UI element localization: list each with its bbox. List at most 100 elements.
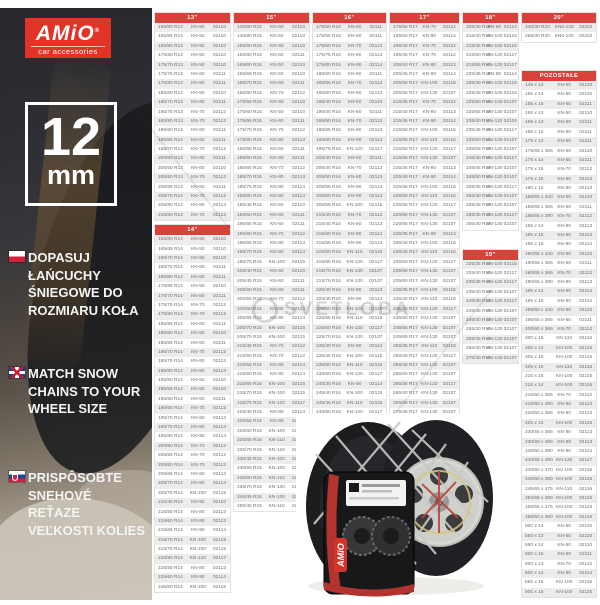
tire-size-cell: 225 x 14 [525,420,544,426]
tire-size-cell: 245/35 R19 [466,308,491,314]
product-code-cell: 02113 [579,233,593,239]
chain-model-cell: KN-110 [346,363,363,369]
chain-model-cell: KN-60 [190,71,205,77]
product-code-cell: 02110 [213,90,226,96]
chain-model-cell: KN-100 [346,353,363,359]
product-code-cell: 02110 [292,269,305,275]
product-code-cell: 02115 [442,184,456,190]
tire-size-cell: 215/40 R14 [158,500,183,506]
product-code-cell: 02117 [503,212,517,218]
table-row: 175/55 R16 KN-60 02111 [313,32,386,42]
tire-size-cell: 185/65 x 390 [525,214,553,220]
tire-size-cell: 215/60 x 365 [525,392,553,398]
table-row: 165/80 R14 KN-60 02111 [155,272,230,283]
table-other-sizes: POZOSTAŁE 145 x 13 KN-50 02110 155 x 14 KN-50… [521,69,597,599]
chain-model-cell: KN-50 [190,246,205,252]
table-row: 235/40 R19 KN-130 02107 [463,287,518,298]
chain-model-cell: KN-70 [190,312,205,318]
table-column-3: 16" 175/50 R16 KN-60 02111 175/55 R16 KN-60 02… [312,12,387,447]
chain-model-cell: KN-120 [268,447,285,453]
tire-size-cell: 215/60 R17 [393,147,418,153]
table-row: 245/65 x 475 KN-110 02116 [522,484,596,494]
chain-model-cell: KN-60 [557,101,571,107]
product-code-cell: 02110 [292,34,305,40]
tire-size-cell: 165/65 R14 [158,246,183,252]
tire-size-cell: 215/50 R15 [237,353,262,359]
chain-model-cell: KN-70 [422,53,437,59]
chain-model-cell: KN-130 [421,410,438,416]
tire-size-cell: 600 x 14 [525,571,544,577]
product-code-cell: 02110 [579,542,593,548]
chain-model-cell: KN-90 [487,71,502,77]
product-code-cell: 02114 [292,316,305,322]
tire-size-cell: 190/55 x 365 [525,261,553,267]
product-code-cell: 02116 [442,344,456,350]
chain-model-cell: KN-70 [190,462,205,468]
chain-model-cell: KN-60 [190,137,205,143]
table-row: 205/45 R15 KN-60 02111 [234,276,309,286]
product-code-cell: 02117 [369,410,383,416]
tire-size-cell: 205/40 R15 [237,269,262,275]
table-row: 175/70 R14 KN-60 02111 [155,291,230,301]
tire-size-cell: 225/60 R14 [158,575,183,581]
tire-size-cell: 215/40 R18 [466,34,491,40]
chain-model-cell: KN-90 [422,71,437,77]
table-row: 205/50 R13 KN-60 02110 [155,163,230,174]
table-row: 245/45 R17 KN-120 02117 [390,304,459,315]
product-code-cell: 02107 [503,175,517,181]
chain-model-cell: KN-90 [347,381,362,387]
chain-model-cell: KN-60 [190,156,205,162]
tire-size-cell: 215/60 R14 [158,518,183,524]
table-row: 165/80 R13 KN-50 02110 [155,41,230,52]
tire-size-cell: 215/55 R16 [316,240,341,246]
table-17-inch: 17" 175/55 R17 KN-70 02112 185/60 R17 KN-90 02… [389,12,460,447]
chain-size-value: 12 [40,107,102,167]
table-row: 205/40 R15 KN-50 02110 [234,267,309,277]
product-code-cell: 02115 [503,81,517,87]
chain-model-cell: KN-90 [347,184,362,190]
tire-size-cell: 265/65 R17 [393,400,418,406]
product-code-cell: 02114 [369,297,383,303]
tire-size-cell: 205/45 R15 [237,278,262,284]
table-row: 215/60 x 365 KN-70 02112 [522,390,596,401]
table-row: 185/80 R14 KN-80 02113 [155,366,230,377]
chain-model-cell: KN-120 [421,147,438,153]
tire-size-cell: 215/75 R15 [237,400,262,406]
product-code-cell: 02114 [369,381,383,387]
chain-model-cell: KN-80 [190,509,205,515]
chain-model-cell: KN-120 [346,410,363,416]
table-row: 215/45 R18 KN-100 02115 [463,41,518,52]
table-row: 215/60 R17 KN-120 02117 [390,145,459,155]
table-row: 650 x 15 KN-100 02115 [522,578,596,588]
table-row: 190/65 x 390 KN-80 02113 [522,277,596,288]
tire-size-cell: 135/80 R15 [237,25,262,30]
product-code-cell: 02111 [213,293,226,299]
tire-size-cell: 265/40 R18 [466,222,491,228]
table-row: 225/60 R14 KN-90 02114 [155,573,230,583]
table-row: 185/65 x 340 KN-50 02110 [522,193,596,203]
tire-size-cell: 145/80 R15 [237,34,262,40]
tire-size-cell: 165/80 R15 [237,90,262,96]
table-row: 215/60 R14 KN-80 02113 [155,516,230,527]
table-row: 205/60 R13 KN-70 02112 [155,173,230,183]
table-row: 195/45 R17 KN-70 02112 [390,51,459,61]
chain-model-cell: KN-80 [557,430,571,436]
table-row: 195/60 x 340 KN-50 02110 [522,306,596,316]
product-code-cell: 02112 [213,194,226,200]
product-code-cell: 02111 [213,274,226,280]
table-row: 215/55 R15 KN-90 02114 [234,361,309,371]
table-row: 215/55 R18 KN-120 02117 [463,60,518,70]
tire-size-cell: 215/75 R14 [158,547,183,553]
table-row: 235/40 R18 KN-110 02116 [463,116,518,127]
uk-flag-icon [9,367,25,378]
table-row: 245/35 R17 KN-100 02115 [390,285,459,296]
table-13-inch: 13" 155/80 R13 KN-50 02110 165/65 R13 KN-50 02… [154,12,231,222]
chain-model-cell: KN-50 [557,308,571,314]
product-code-cell: 02117 [503,280,517,286]
table-row: 145 x 13 KN-50 02110 [522,80,596,91]
table-row: 175/80 R15 KN-80 02113 [234,135,309,146]
tire-size-cell: 235/35 R17 [393,231,418,237]
tire-size-cell: 195/60 R13 [158,128,183,134]
table-row: 215/45 R17 KN-90 02114 [390,116,459,127]
table-row: 255/45 R17 KN-130 02107 [390,361,459,371]
